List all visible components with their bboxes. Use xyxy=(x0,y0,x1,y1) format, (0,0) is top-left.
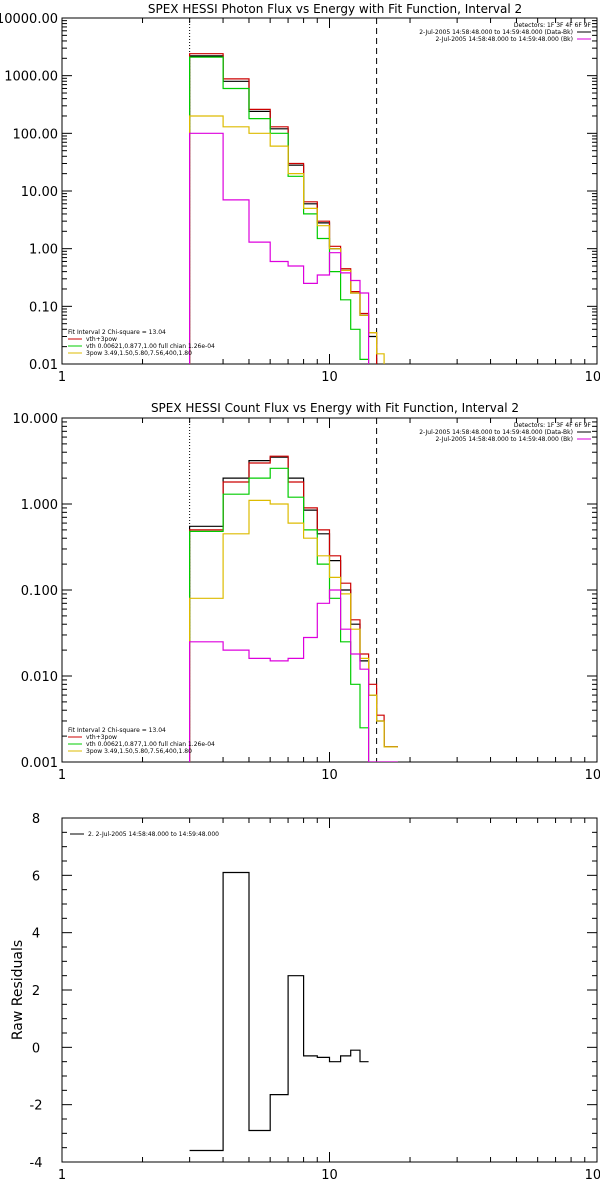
plot1-xtick-label: 100 xyxy=(585,370,600,385)
plot1-ytick-label: 100.00 xyxy=(13,127,59,142)
count-plot-title: SPEX HESSI Count Flux vs Energy with Fit… xyxy=(151,401,519,415)
plot2-legend-text: 2-Jul-2005 14:58:48.000 to 14:59:48.000 … xyxy=(435,436,573,443)
plot2-ytick-label: 0.010 xyxy=(21,670,58,685)
plot2-series-4 xyxy=(189,589,398,762)
plot2-legend-text: vth 0.00621,0.877,1.00 full chian 1.26e-… xyxy=(86,741,215,748)
plot1-frame xyxy=(61,17,598,365)
plot2-legend-text: Fit Interval 2 Chi-square = 13.04 xyxy=(68,727,166,734)
plot2-xtick-label: 10 xyxy=(321,768,338,783)
plot3-ytick-label: 4 xyxy=(32,927,40,942)
plot1-ytick-label: 1.00 xyxy=(29,243,58,258)
plot1-legend-text: vth 0.00621,0.877,1.00 full chian 1.26e-… xyxy=(86,343,215,350)
plot3-legend-text: 2. 2-Jul-2005 14:58:48.000 to 14:59:48.0… xyxy=(88,831,219,838)
plot2-series-2 xyxy=(189,467,398,762)
plot3-ytick-label: 8 xyxy=(32,812,40,827)
plot1-ytick-label: 0.10 xyxy=(29,300,58,315)
plot1-legend-text: 3pow 3.49,1.50,5.80,7.56,400,1.80 xyxy=(86,350,192,357)
plot3-ytick-label: 2 xyxy=(32,984,40,999)
plot1-series-1 xyxy=(189,53,378,364)
photon-plot-title: SPEX HESSI Photon Flux vs Energy with Fi… xyxy=(148,2,522,16)
plot3-frame xyxy=(61,817,598,1163)
plot1-legend-text: Fit Interval 2 Chi-square = 13.04 xyxy=(68,329,166,336)
plot3-series-0 xyxy=(189,871,369,1152)
plot2-legend-text: Detectors: 1F 3F 4F 6F 9F xyxy=(514,422,592,429)
plot1-xtick-label: 10 xyxy=(321,370,338,385)
plot3-ylabel: Raw Residuals xyxy=(10,940,26,1040)
plot2-xtick-label: 100 xyxy=(585,768,600,783)
plot1-ytick-label: 0.01 xyxy=(29,358,58,373)
plot2-ytick-label: 0.100 xyxy=(21,584,58,599)
plot2-series-1 xyxy=(189,455,398,762)
plot2-xtick-label: 1 xyxy=(58,768,66,783)
plot2-ytick-label: 10.000 xyxy=(13,412,59,427)
plot2-legend-text: 3pow 3.49,1.50,5.80,7.56,400,1.80 xyxy=(86,748,192,755)
plot3-ytick-label: -2 xyxy=(30,1099,43,1114)
plot1-legend-text: 2-Jul-2005 14:58:48.000 to 14:59:48.000 … xyxy=(419,29,573,36)
plot1-xtick-label: 1 xyxy=(58,370,66,385)
plot1-legend-text: 2-Jul-2005 14:58:48.000 to 14:59:48.000 … xyxy=(435,36,573,43)
plot2-ytick-label: 1.000 xyxy=(21,498,58,513)
plot2-ytick-label: 0.001 xyxy=(21,756,58,771)
plot1-ytick-label: 10000.00 xyxy=(0,12,58,27)
plot1-legend-text: Detectors: 1F 3F 4F 6F 9F xyxy=(514,22,592,29)
plot2-legend-text: 2-Jul-2005 14:58:48.000 to 14:59:48.000 … xyxy=(419,429,573,436)
plot3-ytick-label: 0 xyxy=(32,1041,40,1056)
plot2-series-3 xyxy=(189,499,398,762)
plot3-xtick-label: 1 xyxy=(58,1168,66,1183)
plot1-ytick-label: 1000.00 xyxy=(4,70,58,85)
plot3-xtick-label: 100 xyxy=(585,1168,600,1183)
plot1-legend-text: vth+3pow xyxy=(86,336,117,343)
plot1-series-4 xyxy=(189,132,370,364)
plot3-ytick-label: 6 xyxy=(32,869,40,884)
plot2-legend-text: vth+3pow xyxy=(86,734,117,741)
plot1-series-3 xyxy=(189,115,385,364)
plot1-series-2 xyxy=(189,56,370,364)
plot2-series-0 xyxy=(189,456,398,762)
plot1-ytick-label: 10.00 xyxy=(21,185,58,200)
plot1-series-0 xyxy=(189,55,378,364)
plot3-xtick-label: 10 xyxy=(321,1168,338,1183)
plot3-ytick-label: -4 xyxy=(30,1156,43,1171)
